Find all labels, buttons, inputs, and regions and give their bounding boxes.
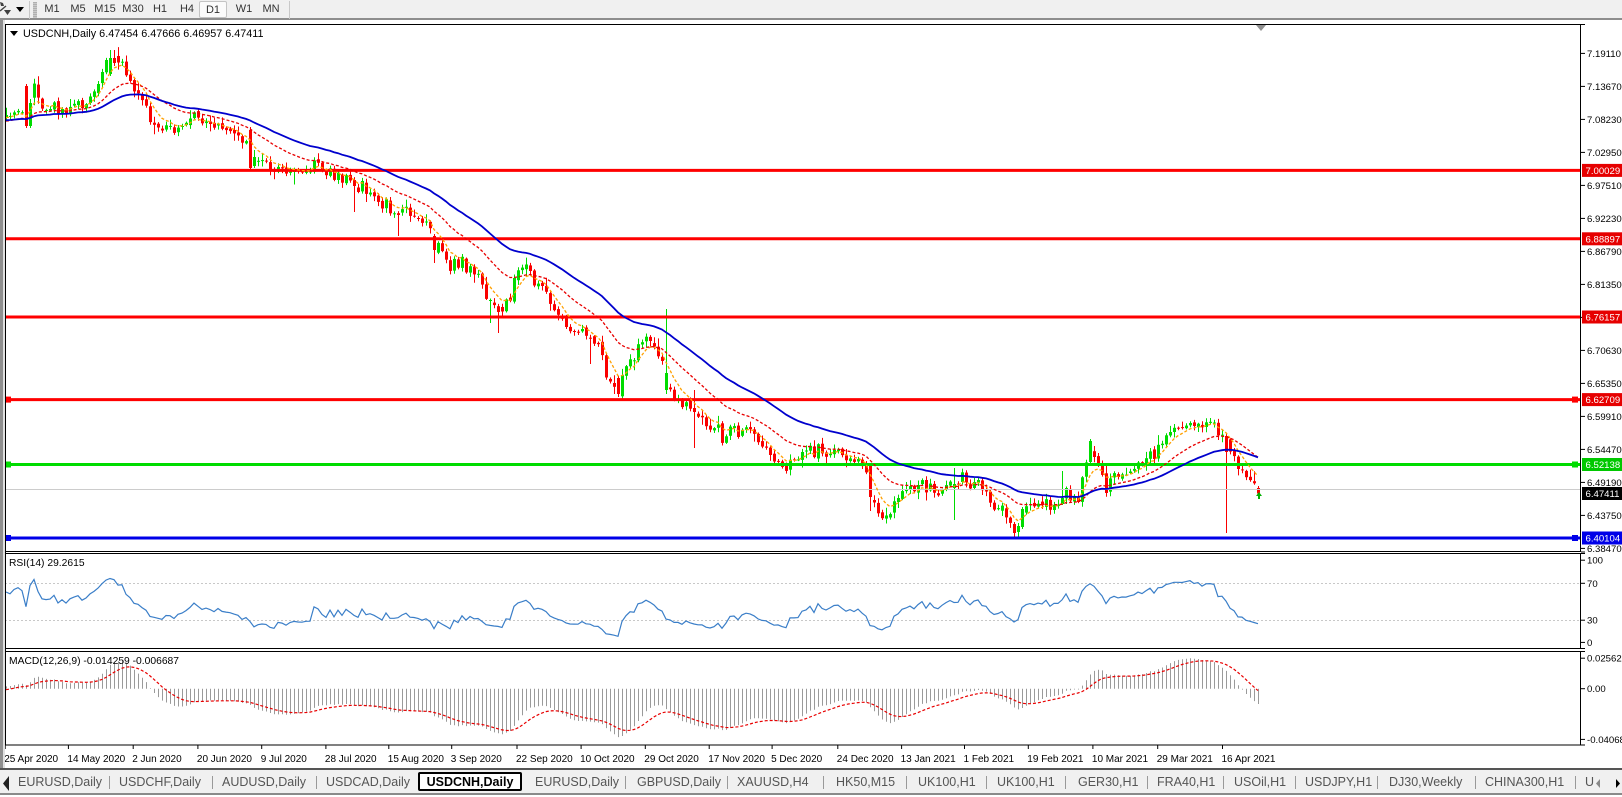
svg-text:10 Oct 2020: 10 Oct 2020 [580, 754, 635, 765]
svg-text:10 Mar 2021: 10 Mar 2021 [1092, 754, 1149, 765]
svg-text:7.02950: 7.02950 [1587, 148, 1622, 159]
svg-text:6.59910: 6.59910 [1587, 412, 1622, 423]
svg-text:2 Jun 2020: 2 Jun 2020 [132, 754, 182, 765]
svg-text:6.70630: 6.70630 [1587, 346, 1622, 357]
svg-text:29 Mar 2021: 29 Mar 2021 [1157, 754, 1214, 765]
svg-text:6.86790: 6.86790 [1587, 247, 1622, 258]
svg-text:0.0256233: 0.0256233 [1587, 654, 1622, 665]
svg-text:24 Dec 2020: 24 Dec 2020 [837, 754, 894, 765]
svg-text:17 Nov 2020: 17 Nov 2020 [708, 754, 765, 765]
svg-text:6.49190: 6.49190 [1587, 478, 1622, 489]
svg-text:6.47411: 6.47411 [1586, 489, 1620, 500]
svg-text:25 Apr 2020: 25 Apr 2020 [4, 754, 58, 765]
svg-text:3 Sep 2020: 3 Sep 2020 [451, 754, 503, 765]
svg-text:6.40104: 6.40104 [1586, 534, 1621, 545]
svg-text:USDCNH,Daily 6.47454 6.47666: USDCNH,Daily 6.47454 6.47666 6.46957 6.4… [23, 28, 264, 40]
svg-text:1 Feb 2021: 1 Feb 2021 [964, 754, 1015, 765]
svg-text:0: 0 [1587, 638, 1592, 649]
svg-text:6.38470: 6.38470 [1587, 544, 1622, 555]
svg-text:6.97510: 6.97510 [1587, 181, 1622, 192]
svg-text:6.76157: 6.76157 [1586, 313, 1621, 324]
svg-text:RSI(14) 29.2615: RSI(14) 29.2615 [9, 558, 85, 569]
svg-text:7.08230: 7.08230 [1587, 115, 1622, 126]
svg-text:70: 70 [1587, 579, 1598, 590]
svg-text:6.62709: 6.62709 [1586, 395, 1621, 406]
svg-text:7.00029: 7.00029 [1586, 166, 1621, 177]
svg-text:15 Aug 2020: 15 Aug 2020 [388, 754, 445, 765]
svg-text:6.54470: 6.54470 [1587, 445, 1622, 456]
svg-text:28 Jul 2020: 28 Jul 2020 [325, 754, 377, 765]
svg-text:6.65350: 6.65350 [1587, 379, 1622, 390]
svg-text:6.52138: 6.52138 [1586, 460, 1621, 471]
svg-text:MACD(12,26,9) -0.014259 -0.006: MACD(12,26,9) -0.014259 -0.006687 [9, 656, 179, 667]
svg-text:5 Dec 2020: 5 Dec 2020 [771, 754, 823, 765]
svg-text:19 Feb 2021: 19 Feb 2021 [1027, 754, 1084, 765]
svg-text:0.00: 0.00 [1587, 684, 1606, 695]
svg-text:22 Sep 2020: 22 Sep 2020 [516, 754, 573, 765]
svg-text:6.88897: 6.88897 [1586, 234, 1621, 245]
svg-text:20 Jun 2020: 20 Jun 2020 [197, 754, 252, 765]
svg-text:6.81350: 6.81350 [1587, 280, 1622, 291]
svg-text:6.43750: 6.43750 [1587, 511, 1622, 522]
svg-text:13 Jan 2021: 13 Jan 2021 [901, 754, 956, 765]
svg-text:6.92230: 6.92230 [1587, 214, 1622, 225]
svg-text:100: 100 [1587, 556, 1603, 567]
svg-text:29 Oct 2020: 29 Oct 2020 [644, 754, 699, 765]
svg-text:30: 30 [1587, 616, 1598, 627]
svg-text:7.19110: 7.19110 [1587, 49, 1621, 60]
svg-text:16 Apr 2021: 16 Apr 2021 [1222, 754, 1276, 765]
svg-text:-0.040687: -0.040687 [1587, 735, 1622, 746]
svg-text:9 Jul 2020: 9 Jul 2020 [261, 754, 308, 765]
svg-text:14 May 2020: 14 May 2020 [67, 754, 125, 765]
svg-text:7.13670: 7.13670 [1587, 82, 1622, 93]
